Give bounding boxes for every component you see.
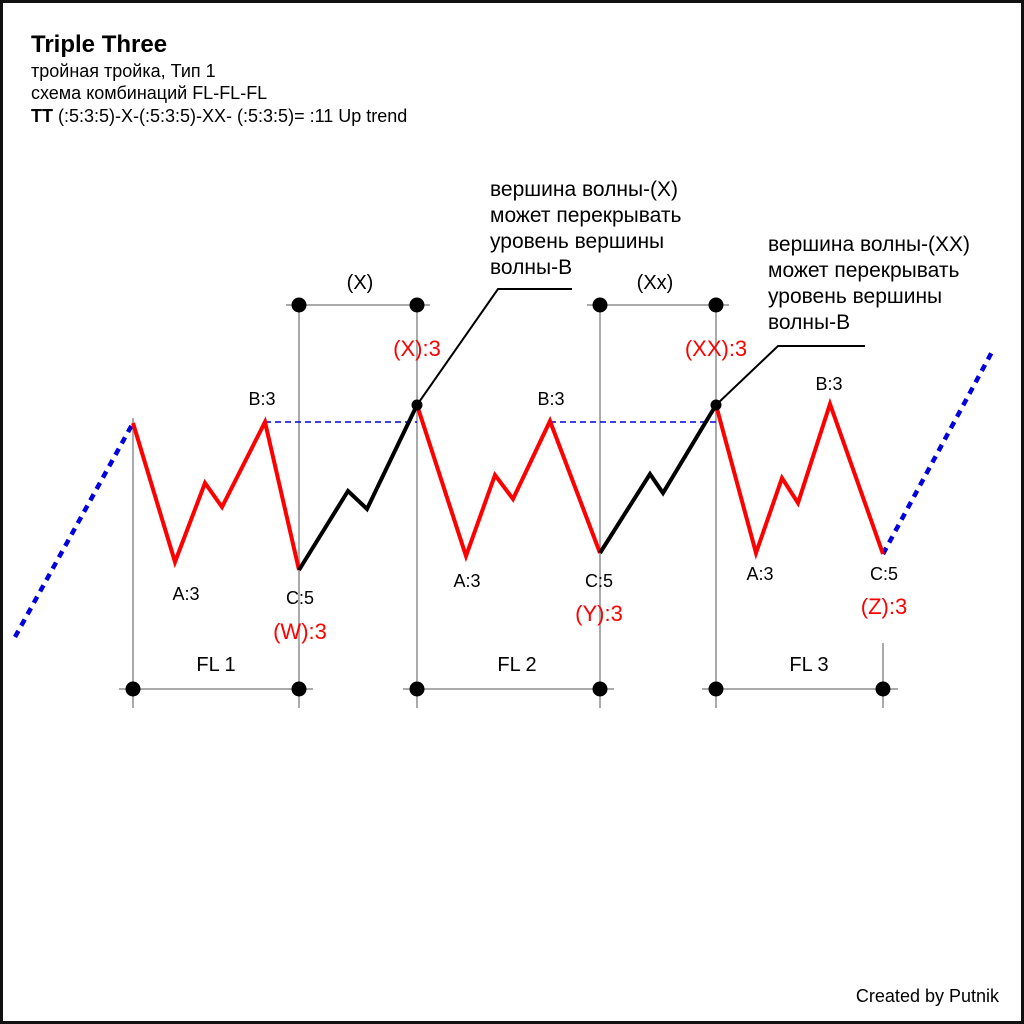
fl1-label: FL 1 bbox=[196, 654, 235, 676]
diagram-title: Triple Three bbox=[31, 31, 168, 58]
wave-label-c2: C:5 bbox=[585, 571, 613, 591]
wave-label-c3: C:5 bbox=[870, 564, 898, 584]
formula-line: TT (:5:3:5)-X-(:5:3:5)-XX- (:5:3:5)= :11… bbox=[31, 106, 407, 127]
formula-bold: TT bbox=[31, 106, 53, 126]
formula-text: (:5:3:5)-X-(:5:3:5)-XX- (:5:3:5)= :11 Up… bbox=[53, 106, 408, 126]
fl3-label: FL 3 bbox=[789, 654, 828, 676]
wave-label-b2: B:3 bbox=[537, 389, 564, 409]
wave-label-x: (X):3 bbox=[393, 336, 441, 361]
xx-note-line: уровень вершины bbox=[768, 285, 942, 308]
bracket-dot bbox=[409, 681, 425, 697]
bracket-dot bbox=[708, 681, 724, 697]
wave-label-xx: (XX):3 bbox=[685, 336, 747, 361]
xx-note-line: волны-В bbox=[768, 311, 850, 334]
x-note-line: может перекрывать bbox=[490, 204, 681, 227]
connector-wave-x bbox=[297, 404, 419, 572]
x-note-leader bbox=[416, 288, 572, 406]
bracket-dot bbox=[291, 681, 307, 697]
vertical-guides bbox=[132, 298, 884, 708]
bracket-dot bbox=[291, 297, 307, 313]
xx-peak-dot bbox=[710, 399, 722, 411]
x-bracket-label: (X) bbox=[347, 272, 374, 294]
bracket-dot bbox=[708, 297, 724, 313]
flat-wave-z bbox=[714, 397, 885, 560]
credit-text: Created by Putnik bbox=[855, 986, 999, 1006]
xx-note-line: может перекрывать bbox=[768, 259, 959, 282]
xx-bracket-label: (Xx) bbox=[637, 272, 674, 294]
fl2-label: FL 2 bbox=[497, 654, 536, 676]
wave-label-a1: A:3 bbox=[172, 584, 199, 604]
wave-label-b3: B:3 bbox=[815, 374, 842, 394]
wave-label-c1: C:5 bbox=[286, 588, 314, 608]
horizontal-brackets bbox=[119, 304, 898, 690]
wave-label-b1: B:3 bbox=[248, 389, 275, 409]
bracket-dot bbox=[592, 681, 608, 697]
flat-wave-w bbox=[131, 416, 301, 571]
marker-dots bbox=[125, 297, 891, 697]
wave-label-z: (Z):3 bbox=[861, 594, 907, 619]
x-note-line: вершина волны-(X) bbox=[490, 178, 678, 201]
trend-extension-right bbox=[881, 348, 995, 556]
x-peak-dot bbox=[411, 399, 423, 411]
bracket-dot bbox=[875, 681, 891, 697]
subtitle-line-1: тройная тройка, Тип 1 bbox=[31, 61, 216, 81]
xx-note-leader bbox=[715, 345, 865, 406]
bracket-dot bbox=[592, 297, 608, 313]
xx-note: вершина волны-(XX) может перекрывать уро… bbox=[768, 233, 970, 334]
wave-label-w: (W):3 bbox=[273, 619, 327, 644]
xx-note-line: вершина волны-(XX) bbox=[768, 233, 970, 256]
trend-extension-left bbox=[13, 421, 135, 639]
flat-wave-y bbox=[415, 404, 602, 563]
connector-wave-xx bbox=[598, 403, 718, 555]
bracket-dot bbox=[409, 297, 425, 313]
wave-diagram: (X) (Xx) FL 1 FL 2 FL 3 A:3 B:3 C:5 (W):… bbox=[13, 178, 995, 708]
x-note-line: волны-В bbox=[490, 256, 572, 279]
bracket-dot bbox=[125, 681, 141, 697]
wave-label-a3: A:3 bbox=[746, 564, 773, 584]
x-note-line: уровень вершины bbox=[490, 230, 664, 253]
wave-label-y: (Y):3 bbox=[575, 601, 623, 626]
wave-label-a2: A:3 bbox=[453, 571, 480, 591]
x-note: вершина волны-(X) может перекрывать уров… bbox=[490, 178, 681, 279]
subtitle-line-2: схема комбинаций FL-FL-FL bbox=[31, 83, 268, 103]
